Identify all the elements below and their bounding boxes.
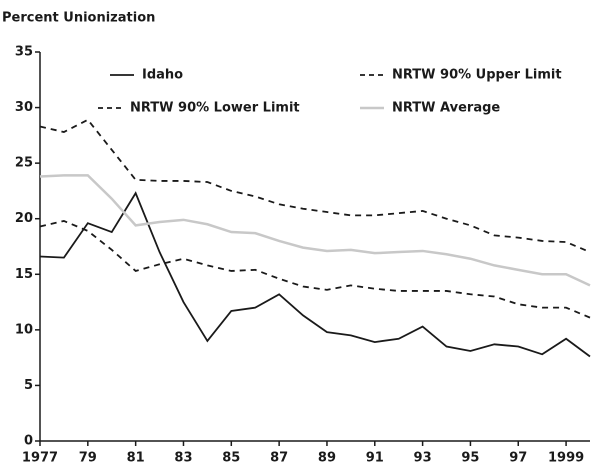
x-tick-label: 87 xyxy=(270,451,288,466)
y-tick-label: 25 xyxy=(15,156,33,171)
y-tick-label: 35 xyxy=(15,45,33,60)
x-tick-label: 1977 xyxy=(22,451,58,466)
y-axis-title: Percent Unionization xyxy=(2,11,155,26)
x-tick-label: 83 xyxy=(174,451,192,466)
y-tick-label: 30 xyxy=(15,100,33,115)
legend-label: NRTW 90% Lower Limit xyxy=(130,101,300,116)
series-line xyxy=(39,191,591,358)
y-tick-label: 15 xyxy=(15,267,33,282)
x-tick-label: 1999 xyxy=(548,451,584,466)
x-tick-label: 81 xyxy=(127,451,145,466)
series-line xyxy=(39,219,591,319)
y-tick-label: 10 xyxy=(15,322,33,337)
series-line xyxy=(39,118,591,253)
legend-label: NRTW 90% Upper Limit xyxy=(392,68,562,83)
legend-label: NRTW Average xyxy=(392,101,500,116)
y-tick-label: 20 xyxy=(15,211,33,226)
x-tick-label: 91 xyxy=(366,451,384,466)
x-tick-label: 85 xyxy=(222,451,240,466)
x-tick-label: 79 xyxy=(79,451,97,466)
x-tick-label: 95 xyxy=(461,451,479,466)
y-tick-label: 5 xyxy=(24,378,33,393)
y-tick-label: 0 xyxy=(24,434,33,449)
series-line xyxy=(39,174,591,287)
x-tick-label: 97 xyxy=(509,451,527,466)
legend-label: Idaho xyxy=(142,68,183,83)
x-tick-label: 93 xyxy=(414,451,432,466)
x-tick-label: 89 xyxy=(318,451,336,466)
